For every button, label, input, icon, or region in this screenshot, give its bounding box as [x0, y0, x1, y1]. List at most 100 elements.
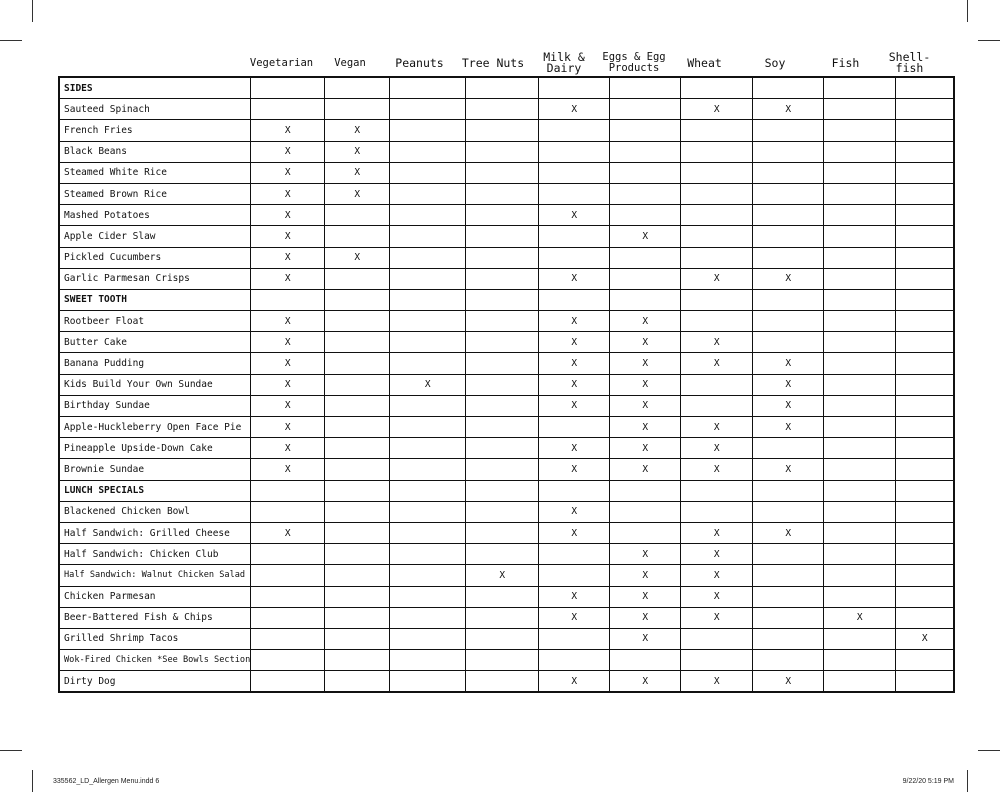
allergen-cell — [823, 76, 897, 100]
table-row: Kids Build Your Own Sundae X X X X X — [58, 373, 955, 396]
allergen-cell — [895, 585, 955, 608]
allergen-cell — [752, 140, 825, 163]
allergen-cell — [538, 649, 611, 672]
item-name: Rootbeer Float — [58, 310, 252, 333]
allergen-cell — [823, 670, 897, 693]
allergen-cell: X — [250, 458, 326, 481]
allergen-cell — [389, 479, 467, 502]
column-header: Soy — [764, 55, 786, 70]
allergen-cell — [324, 267, 391, 290]
allergen-cell — [895, 373, 955, 396]
allergen-cell — [895, 182, 955, 206]
table-row: Steamed Brown Rice X X — [58, 182, 955, 206]
allergen-cell: X — [250, 415, 326, 439]
allergen-cell: X — [538, 373, 611, 396]
table-row: Banana Pudding X X X X X — [58, 352, 955, 375]
crop-mark — [967, 770, 968, 792]
allergen-cell — [895, 479, 955, 502]
table-row: Grilled Shrimp Tacos X X — [58, 627, 955, 651]
allergen-cell: X — [752, 267, 825, 290]
allergen-cell — [823, 585, 897, 608]
allergen-cell — [823, 246, 897, 269]
allergen-cell — [823, 437, 897, 460]
allergen-cell: X — [250, 437, 326, 460]
allergen-cell — [465, 246, 540, 269]
table-row: Black Beans X X — [58, 140, 955, 163]
allergen-cell: X — [250, 246, 326, 269]
allergen-cell — [324, 606, 391, 629]
table-row: Pickled Cucumbers X X — [58, 246, 955, 269]
item-name: Pineapple Upside-Down Cake — [58, 437, 252, 460]
allergen-cell: X — [609, 543, 682, 566]
section-row: SIDES — [58, 76, 955, 100]
item-name: Butter Cake — [58, 331, 252, 354]
allergen-cell — [465, 140, 540, 163]
allergen-cell — [823, 627, 897, 651]
allergen-cell: X — [250, 161, 326, 184]
allergen-cell — [680, 479, 754, 502]
allergen-cell — [895, 670, 955, 693]
allergen-cell — [823, 458, 897, 481]
allergen-cell — [680, 246, 754, 269]
table-row: Garlic Parmesan Crisps X X X X — [58, 267, 955, 290]
allergen-cell — [609, 182, 682, 206]
crop-mark — [32, 770, 33, 792]
allergen-cell — [609, 76, 682, 100]
table-row: Butter Cake X X X X — [58, 331, 955, 354]
allergen-cell — [250, 98, 326, 121]
allergen-cell — [324, 585, 391, 608]
allergen-cell: X — [680, 606, 754, 629]
allergen-cell — [465, 76, 540, 100]
allergen-cell: X — [538, 394, 611, 418]
allergen-cell: X — [609, 458, 682, 481]
allergen-cell — [465, 225, 540, 248]
allergen-cell — [895, 76, 955, 100]
allergen-cell — [752, 246, 825, 269]
item-name: Black Beans — [58, 140, 252, 163]
allergen-cell — [465, 437, 540, 460]
allergen-cell — [752, 627, 825, 651]
allergen-cell: X — [823, 606, 897, 629]
table-row: Half Sandwich: Chicken Club X X — [58, 543, 955, 566]
allergen-cell: X — [609, 310, 682, 333]
allergen-cell — [752, 310, 825, 333]
allergen-cell — [680, 204, 754, 227]
allergen-cell: X — [680, 267, 754, 290]
allergen-cell: X — [680, 98, 754, 121]
table-row: Chicken Parmesan X X X — [58, 585, 955, 608]
item-name: Beer-Battered Fish & Chips — [58, 606, 252, 629]
item-name: Blackened Chicken Bowl — [58, 500, 252, 523]
crop-mark — [978, 40, 1000, 41]
allergen-cell — [538, 140, 611, 163]
allergen-cell: X — [465, 564, 540, 587]
allergen-cell — [324, 415, 391, 439]
allergen-cell — [680, 373, 754, 396]
column-header: Milk & Dairy — [543, 50, 585, 75]
column-header: Vegan — [334, 56, 366, 69]
item-name: Dirty Dog — [58, 670, 252, 693]
allergen-cell: X — [609, 225, 682, 248]
allergen-cell — [389, 161, 467, 184]
item-name: Wok-Fired Chicken *See Bowls Section — [58, 649, 252, 672]
item-name: Pickled Cucumbers — [58, 246, 252, 269]
allergen-cell — [250, 76, 326, 100]
allergen-cell: X — [324, 140, 391, 163]
allergen-cell — [895, 331, 955, 354]
table-row: Brownie Sundae X X X X X — [58, 458, 955, 481]
allergen-cell — [465, 288, 540, 312]
item-name: French Fries — [58, 119, 252, 142]
item-name: Half Sandwich: Grilled Cheese — [58, 521, 252, 545]
allergen-cell: X — [250, 352, 326, 375]
allergen-cell — [324, 310, 391, 333]
allergen-cell — [895, 119, 955, 142]
allergen-cell — [895, 267, 955, 290]
item-name: Brownie Sundae — [58, 458, 252, 481]
allergen-cell — [609, 140, 682, 163]
allergen-cell — [324, 458, 391, 481]
allergen-cell — [752, 204, 825, 227]
allergen-cell — [609, 479, 682, 502]
allergen-cell — [538, 119, 611, 142]
allergen-cell — [752, 585, 825, 608]
allergen-cell — [823, 119, 897, 142]
table-row: Sauteed Spinach X X X — [58, 98, 955, 121]
